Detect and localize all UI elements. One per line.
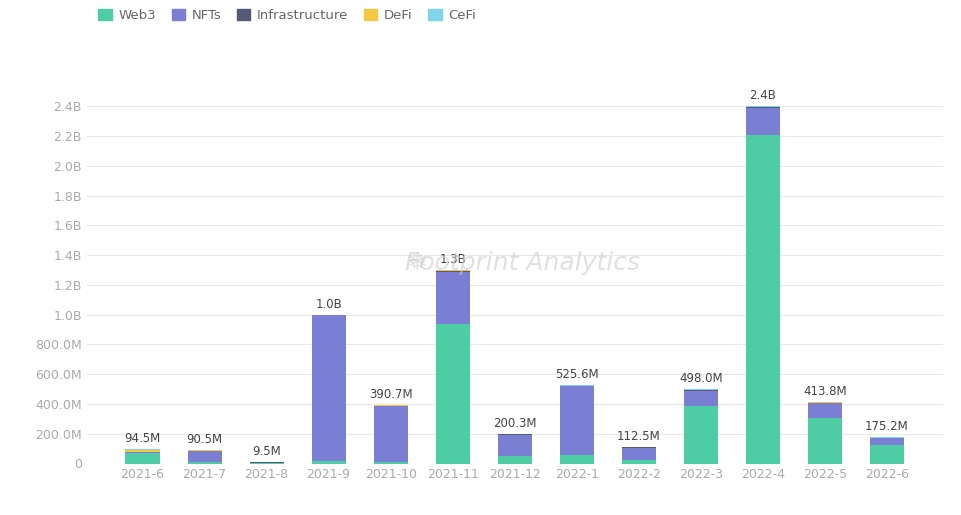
- Bar: [621, 460, 655, 464]
- Text: 90.5M: 90.5M: [186, 433, 222, 446]
- Bar: [683, 390, 717, 406]
- Bar: [125, 450, 160, 452]
- Bar: [807, 418, 841, 464]
- Bar: [373, 406, 407, 462]
- Bar: [187, 462, 221, 464]
- Text: Footprint Analytics: Footprint Analytics: [389, 251, 639, 274]
- Bar: [807, 403, 841, 418]
- Text: 1.0B: 1.0B: [315, 298, 341, 311]
- Text: 1.3B: 1.3B: [439, 253, 465, 266]
- Bar: [435, 271, 469, 324]
- Bar: [125, 453, 160, 464]
- Text: 390.7M: 390.7M: [368, 388, 412, 401]
- Bar: [311, 461, 345, 464]
- Text: 498.0M: 498.0M: [678, 372, 722, 385]
- Bar: [621, 448, 655, 460]
- Bar: [435, 324, 469, 464]
- Text: 2.4B: 2.4B: [749, 89, 776, 102]
- Text: 200.3M: 200.3M: [492, 417, 536, 430]
- Bar: [497, 434, 531, 435]
- Bar: [559, 455, 593, 464]
- Bar: [869, 445, 903, 464]
- Text: 413.8M: 413.8M: [802, 385, 846, 398]
- Bar: [559, 386, 593, 455]
- Text: ❅: ❅: [406, 251, 427, 274]
- Bar: [125, 452, 160, 453]
- Bar: [745, 135, 779, 464]
- Text: 112.5M: 112.5M: [616, 430, 660, 442]
- Bar: [311, 316, 345, 461]
- Bar: [497, 435, 531, 456]
- Bar: [745, 107, 779, 108]
- Bar: [187, 451, 221, 462]
- Text: 9.5M: 9.5M: [252, 445, 281, 458]
- Bar: [683, 406, 717, 464]
- Bar: [745, 108, 779, 135]
- Text: 94.5M: 94.5M: [124, 432, 160, 445]
- Text: 525.6M: 525.6M: [554, 368, 598, 381]
- Bar: [249, 462, 283, 463]
- Text: 175.2M: 175.2M: [864, 420, 908, 433]
- Legend: Web3, NFTs, Infrastructure, DeFi, CeFi: Web3, NFTs, Infrastructure, DeFi, CeFi: [93, 4, 480, 28]
- Bar: [497, 456, 531, 464]
- Bar: [373, 462, 407, 464]
- Bar: [869, 438, 903, 445]
